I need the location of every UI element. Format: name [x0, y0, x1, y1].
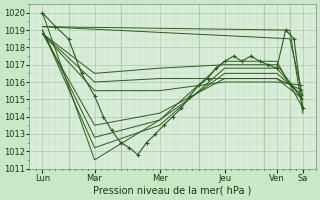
X-axis label: Pression niveau de la mer( hPa ): Pression niveau de la mer( hPa ) [93, 186, 252, 196]
